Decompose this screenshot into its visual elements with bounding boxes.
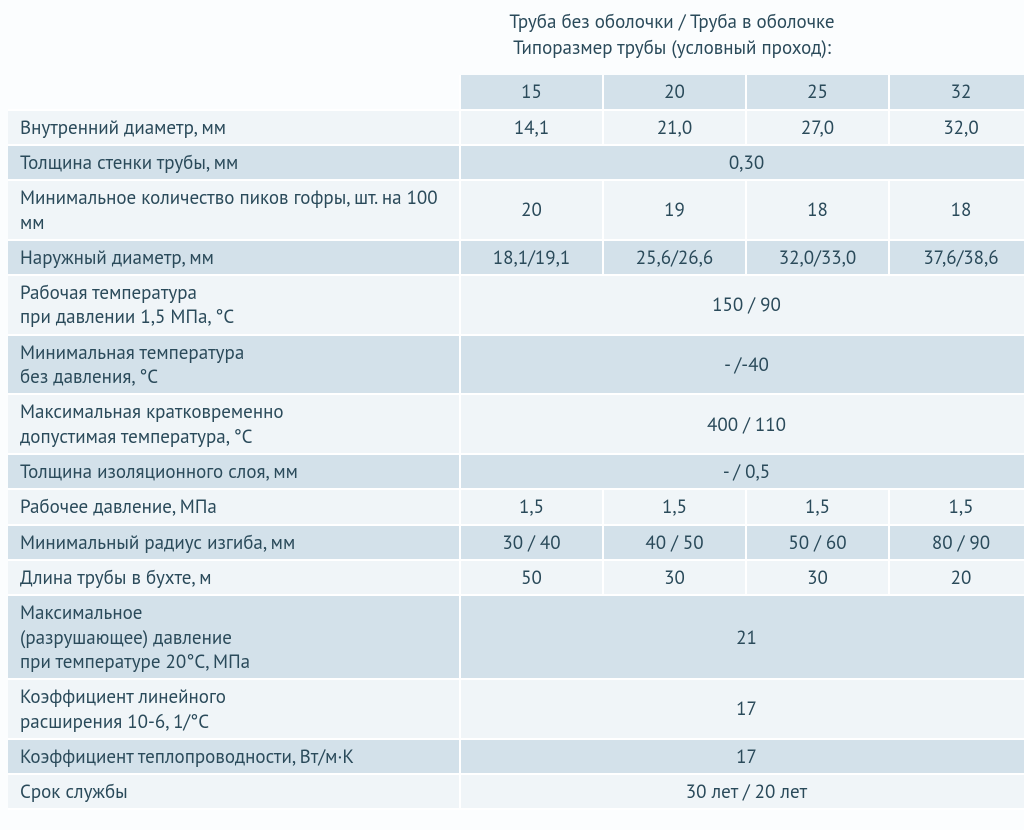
row-value: 32,0 — [889, 110, 1024, 145]
spec-table: 15202532Внутренний диаметр, мм14,121,027… — [8, 75, 1024, 810]
row-label: Толщина изоляционного слоя, мм — [8, 454, 460, 489]
table-row: Длина трубы в бухте, м50303020 — [8, 560, 1024, 595]
row-value: 1,5 — [460, 489, 603, 524]
column-header: 25 — [746, 75, 889, 109]
row-label: Рабочая температурапри давлении 1,5 МПа,… — [8, 275, 460, 335]
table-row: Максимальное(разрушающее) давлениепри те… — [8, 595, 1024, 679]
row-value: 18 — [746, 180, 889, 240]
row-label: Максимальное(разрушающее) давлениепри те… — [8, 595, 460, 679]
row-merged-value: - / 0,5 — [460, 454, 1024, 489]
row-value: 32,0/33,0 — [746, 240, 889, 275]
row-merged-value: 0,30 — [460, 145, 1024, 180]
table-row: Рабочая температурапри давлении 1,5 МПа,… — [8, 275, 1024, 335]
table-row: Срок службы30 лет / 20 лет — [8, 774, 1024, 809]
table-row: Толщина стенки трубы, мм0,30 — [8, 145, 1024, 180]
row-merged-value: 150 / 90 — [460, 275, 1024, 335]
row-value: 50 — [460, 560, 603, 595]
row-value: 20 — [460, 180, 603, 240]
column-header: 20 — [603, 75, 746, 109]
row-label: Толщина стенки трубы, мм — [8, 145, 460, 180]
row-merged-value: 21 — [460, 595, 1024, 679]
row-label: Срок службы — [8, 774, 460, 809]
table-row: Минимальный радиус изгиба, мм30 / 4040 /… — [8, 525, 1024, 560]
row-value: 18 — [889, 180, 1024, 240]
table-row: Толщина изоляционного слоя, мм- / 0,5 — [8, 454, 1024, 489]
row-label: Наружный диаметр, мм — [8, 240, 460, 275]
row-label: Коэффициент линейногорасширения 10-6, 1/… — [8, 679, 460, 739]
row-label: Минимальная температурабез давления, °C — [8, 335, 460, 395]
row-label: Минимальное количество пиков гофры, шт. … — [8, 180, 460, 240]
title-line-2: Типоразмер трубы (условный проход): — [513, 36, 831, 60]
row-value: 19 — [603, 180, 746, 240]
table-row: Максимальная кратковременнодопустимая те… — [8, 394, 1024, 454]
row-value: 1,5 — [746, 489, 889, 524]
title-line-1: Труба без оболочки / Труба в оболочке — [509, 10, 834, 34]
row-value: 40 / 50 — [603, 525, 746, 560]
row-value: 37,6/38,6 — [889, 240, 1024, 275]
table-row: Минимальная температурабез давления, °C-… — [8, 335, 1024, 395]
row-value: 30 / 40 — [460, 525, 603, 560]
row-merged-value: - /-40 — [460, 335, 1024, 395]
row-merged-value: 17 — [460, 679, 1024, 739]
row-merged-value: 17 — [460, 739, 1024, 774]
table-row: Коэффициент линейногорасширения 10-6, 1/… — [8, 679, 1024, 739]
row-merged-value: 30 лет / 20 лет — [460, 774, 1024, 809]
column-header: 32 — [889, 75, 1024, 109]
row-label: Минимальный радиус изгиба, мм — [8, 525, 460, 560]
row-label: Внутренний диаметр, мм — [8, 110, 460, 145]
table-row: Коэффициент теплопроводности, Вт/м·К17 — [8, 739, 1024, 774]
row-value: 1,5 — [889, 489, 1024, 524]
row-value: 30 — [603, 560, 746, 595]
header-row: 15202532 — [8, 75, 1024, 109]
row-value: 50 / 60 — [746, 525, 889, 560]
table-row: Рабочее давление, МПа1,51,51,51,5 — [8, 489, 1024, 524]
row-value: 27,0 — [746, 110, 889, 145]
row-value: 30 — [746, 560, 889, 595]
header-blank — [8, 75, 460, 109]
row-value: 25,6/26,6 — [603, 240, 746, 275]
row-value: 20 — [889, 560, 1024, 595]
table-title: Труба без оболочки / Труба в оболочке Ти… — [8, 10, 1016, 61]
column-header: 15 — [460, 75, 603, 109]
row-value: 21,0 — [603, 110, 746, 145]
row-label: Рабочее давление, МПа — [8, 489, 460, 524]
table-row: Внутренний диаметр, мм14,121,027,032,0 — [8, 110, 1024, 145]
row-value: 1,5 — [603, 489, 746, 524]
row-value: 80 / 90 — [889, 525, 1024, 560]
row-value: 14,1 — [460, 110, 603, 145]
table-row: Наружный диаметр, мм18,1/19,125,6/26,632… — [8, 240, 1024, 275]
row-label: Коэффициент теплопроводности, Вт/м·К — [8, 739, 460, 774]
row-merged-value: 400 / 110 — [460, 394, 1024, 454]
row-label: Максимальная кратковременнодопустимая те… — [8, 394, 460, 454]
table-row: Минимальное количество пиков гофры, шт. … — [8, 180, 1024, 240]
row-value: 18,1/19,1 — [460, 240, 603, 275]
row-label: Длина трубы в бухте, м — [8, 560, 460, 595]
